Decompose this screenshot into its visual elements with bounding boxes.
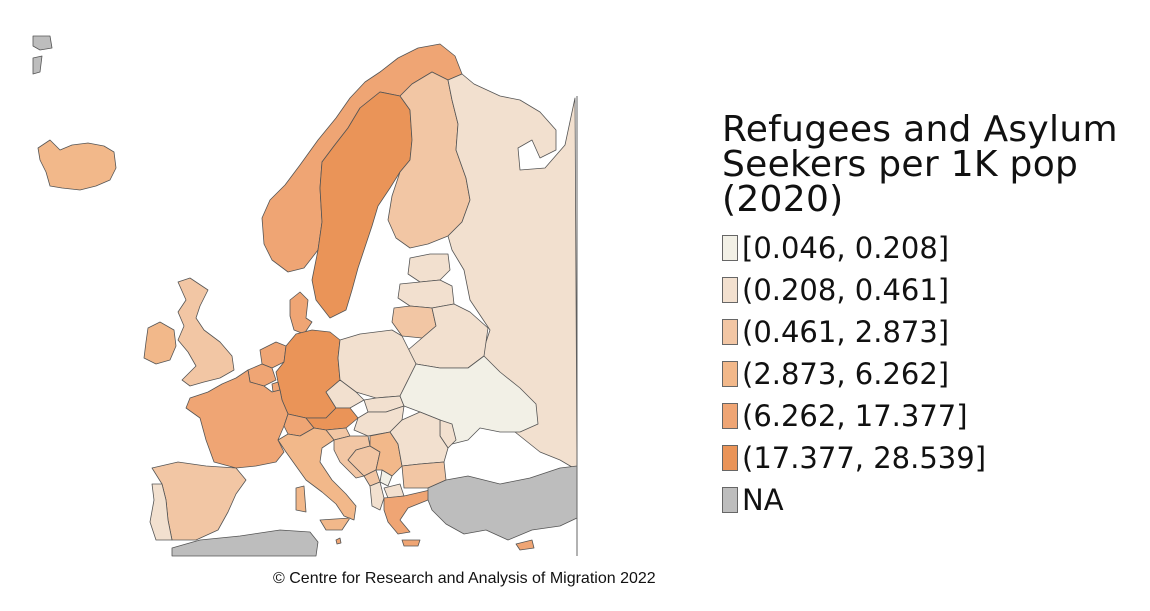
legend-item: (6.262, 17.377] <box>722 395 1142 437</box>
region-romania <box>389 411 449 467</box>
legend-item: (2.873, 6.262] <box>722 353 1142 395</box>
legend-label: NA <box>742 483 784 517</box>
region-italy <box>277 427 357 531</box>
region-kosovo <box>379 469 393 487</box>
legend-label: (17.377, 28.539] <box>742 441 987 475</box>
legend-swatch <box>722 361 738 387</box>
legend-label: [0.046, 0.208] <box>742 231 950 265</box>
region-cyprus <box>515 539 535 551</box>
region-latvia <box>397 279 455 309</box>
region-denmark <box>289 291 313 335</box>
legend-item: (17.377, 28.539] <box>722 437 1142 479</box>
region-sweden <box>311 91 413 319</box>
legend-item: [0.046, 0.208] <box>722 227 1142 269</box>
region-albania <box>369 481 385 511</box>
region-estonia <box>407 253 451 283</box>
legend-items: [0.046, 0.208] (0.208, 0.461] (0.461, 2.87… <box>722 227 1142 521</box>
region-iceland <box>37 139 117 191</box>
legend-label: (0.461, 2.873] <box>742 315 950 349</box>
legend-label: (0.208, 0.461] <box>742 273 950 307</box>
legend-swatch <box>722 277 738 303</box>
legend-swatch <box>722 403 738 429</box>
legend-item: (0.461, 2.873] <box>722 311 1142 353</box>
credit-text: © Centre for Research and Analysis of Mi… <box>273 570 656 587</box>
legend-item: NA <box>722 479 1142 521</box>
region-greece <box>383 489 431 547</box>
legend-label: (6.262, 17.377] <box>742 399 968 433</box>
region-united-kingdom <box>177 277 235 387</box>
region-ireland <box>143 321 177 365</box>
legend-label: (2.873, 6.262] <box>742 357 950 391</box>
legend-item: (0.208, 0.461] <box>722 269 1142 311</box>
region-portugal <box>149 483 173 541</box>
legend-swatch <box>722 235 738 261</box>
region-malta <box>335 537 342 545</box>
region-arctic-islands <box>32 35 53 75</box>
legend-swatch <box>722 445 738 471</box>
map-legend: Refugees and Asylum Seekers per 1K pop (… <box>722 112 1142 521</box>
region-north-africa <box>171 529 319 557</box>
legend-swatch <box>722 487 738 513</box>
region-turkey <box>427 465 578 541</box>
region-germany <box>275 329 341 419</box>
europe-map <box>0 0 600 560</box>
legend-swatch <box>722 319 738 345</box>
legend-title: Refugees and Asylum Seekers per 1K pop (… <box>722 109 1118 220</box>
